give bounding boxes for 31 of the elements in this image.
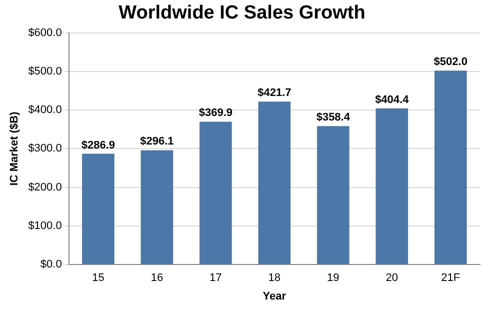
data-label: $421.7	[258, 87, 292, 100]
data-label: $502.0	[434, 56, 468, 68]
bar	[140, 150, 174, 264]
y-tick-label: $0.0	[40, 258, 62, 271]
x-tick-label: 15	[92, 272, 104, 284]
chart-title: Worldwide IC Sales Growth	[118, 2, 366, 24]
data-label: $286.9	[81, 139, 116, 152]
bar	[82, 154, 114, 264]
bar	[200, 122, 232, 264]
bar	[258, 102, 291, 264]
data-label: $369.9	[198, 107, 233, 120]
y-tick-label: $200.0	[28, 181, 62, 194]
y-tick-label: $100.0	[28, 220, 62, 232]
x-tick-label: 17	[210, 272, 222, 284]
bar	[317, 126, 350, 264]
x-axis-title: Year	[262, 290, 287, 302]
bar	[376, 108, 408, 264]
data-label: $404.4	[375, 94, 410, 106]
y-tick-label: $400.0	[28, 104, 62, 116]
x-tick-label: 16	[150, 272, 164, 284]
x-tick-label: 21F	[441, 272, 460, 284]
data-label: $358.4	[316, 112, 351, 124]
y-tick-label: $600.0	[28, 26, 62, 39]
bar	[434, 70, 467, 264]
x-tick-label: 20	[386, 272, 398, 284]
x-tick-label: 18	[268, 272, 281, 284]
x-tick-label: 19	[327, 272, 340, 284]
y-tick-label: $300.0	[28, 142, 62, 155]
data-label: $296.1	[140, 136, 174, 148]
y-tick-label: $500.0	[28, 65, 62, 78]
y-axis-title: IC Market ($B)	[8, 111, 21, 186]
